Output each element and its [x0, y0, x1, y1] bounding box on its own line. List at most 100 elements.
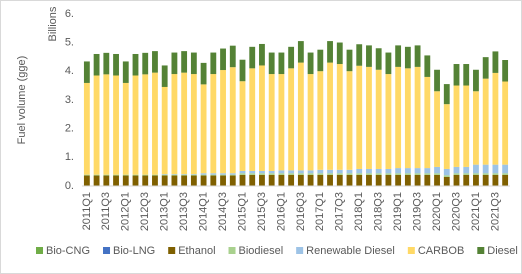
bar-segment: [200, 84, 207, 174]
bar-segment: [122, 82, 129, 175]
bar-segment: [288, 46, 295, 69]
legend-swatch: [168, 247, 176, 254]
bar-segment: [317, 71, 324, 170]
bar-segment: [346, 49, 353, 72]
bar-segment: [297, 41, 304, 63]
bar-segment: [434, 173, 440, 175]
bar-segment: [249, 46, 256, 69]
bar-segment: [502, 174, 509, 186]
bar-segment: [181, 174, 188, 175]
bar-segment: [434, 166, 440, 174]
bar-segment: [220, 48, 226, 71]
bar-segment: [336, 169, 343, 174]
bar-segment: [161, 65, 168, 87]
bar-segment: [404, 174, 411, 186]
bar-segment: [356, 168, 363, 174]
bar-segment: [336, 64, 343, 170]
bar-segment: [307, 170, 314, 174]
bar-segment: [171, 174, 178, 176]
x-tick-label: 2021Q1: [470, 192, 482, 231]
bar-segment: [424, 174, 431, 186]
bar-segment: [220, 70, 226, 174]
bar-segment: [152, 51, 158, 73]
bar-segment: [336, 173, 343, 175]
bar-segment: [220, 173, 226, 175]
bar-segment: [259, 65, 265, 171]
bar-segment: [161, 86, 168, 175]
bar-segment: [142, 175, 149, 186]
bar-segment: [181, 72, 188, 175]
x-tick-label: 2017Q3: [334, 192, 346, 231]
bar-segment: [229, 67, 236, 174]
bar-segment: [210, 173, 217, 175]
x-tick-label: 2011Q3: [100, 192, 112, 230]
bar-segment: [229, 173, 236, 175]
bar-segment: [366, 174, 372, 186]
bar-segment: [366, 173, 372, 175]
bar-segment: [482, 78, 489, 165]
bar-segment: [249, 173, 256, 175]
bar-segment: [346, 169, 353, 174]
bar-segment: [482, 173, 489, 175]
bar-segment: [395, 168, 402, 174]
bar-segment: [190, 52, 197, 75]
bar-segment: [210, 174, 217, 176]
bar-segment: [492, 51, 499, 73]
bar-segment: [171, 174, 178, 175]
bar-segment: [278, 174, 285, 186]
bar-segment: [288, 68, 295, 171]
bar-segment: [288, 170, 295, 174]
x-tick-label: 2014Q3: [217, 192, 229, 231]
bar-segment: [385, 168, 392, 174]
bar-segment: [122, 61, 129, 83]
x-tick-label: 2019Q1: [392, 192, 404, 231]
x-tick-label: 2014Q1: [197, 192, 209, 231]
bar-segment: [317, 169, 324, 174]
bar-segment: [297, 62, 304, 171]
bar-segment: [268, 170, 275, 174]
bar-segment: [434, 91, 440, 167]
bar-segment: [463, 173, 470, 175]
bar-segment: [122, 174, 129, 176]
bar-segment: [220, 174, 226, 176]
bar-segment: [414, 45, 421, 67]
bar-segment: [161, 175, 168, 186]
bar-segment: [443, 104, 450, 169]
x-tick-label: 2019Q3: [411, 192, 423, 231]
bar-segment: [453, 85, 460, 167]
legend-swatch: [36, 247, 43, 254]
bar-segment: [366, 66, 372, 169]
y-tick-label: 4.: [65, 65, 74, 77]
legend-swatch: [296, 247, 304, 254]
x-tick-label: 2011Q1: [81, 192, 93, 230]
bar-segment: [93, 174, 100, 176]
bar-segment: [259, 173, 265, 175]
bar-segment: [171, 175, 178, 186]
bar-segment: [453, 174, 460, 186]
x-tick-label: 2013Q3: [178, 192, 190, 231]
bar-segment: [103, 52, 110, 75]
bar-segment: [122, 175, 129, 186]
bar-segment: [307, 74, 314, 171]
bar-segment: [171, 52, 178, 75]
bar-segment: [181, 51, 188, 73]
x-tick-label: 2018Q3: [373, 192, 385, 231]
bar-segment: [482, 57, 489, 79]
bar-segment: [200, 173, 207, 175]
legend-swatch: [477, 247, 485, 254]
bar-segment: [443, 175, 450, 177]
bar-segment: [210, 74, 217, 174]
bar-segment: [443, 84, 450, 105]
bar-segment: [190, 74, 197, 175]
bar-segment: [375, 168, 382, 174]
bar-segment: [473, 174, 479, 186]
bar-segment: [385, 74, 392, 169]
bar-segment: [200, 62, 207, 85]
bar-segment: [385, 173, 392, 175]
bar-segment: [142, 174, 149, 176]
bar-segment: [482, 164, 489, 174]
x-tick-label: 2012Q1: [120, 192, 132, 231]
bar-segment: [366, 45, 372, 67]
y-tick-label: 1.: [65, 151, 74, 163]
bar-segment: [463, 174, 470, 186]
